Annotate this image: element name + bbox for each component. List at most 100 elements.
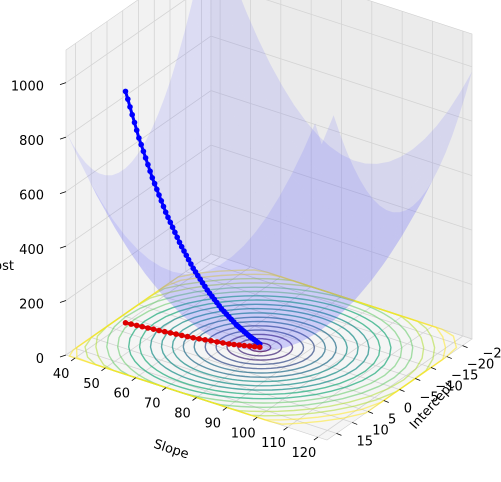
series-0-point [169, 224, 176, 231]
contour-line [182, 316, 338, 378]
surface-patch [331, 242, 350, 272]
surface-patch [215, 43, 234, 100]
surface-patch [271, 325, 291, 340]
surface-patch [290, 266, 309, 290]
surface-patch [199, 324, 218, 337]
series-0-point [176, 239, 183, 246]
x-tick-label: 100 [231, 426, 256, 441]
surface-patch [150, 277, 169, 300]
surface-patch [338, 280, 358, 299]
surface-patch [291, 336, 310, 344]
series-1-point [202, 337, 208, 343]
surface-patch [230, 194, 250, 234]
surface-patch [420, 167, 439, 204]
surface-patch [333, 297, 352, 314]
surface-patch [389, 223, 408, 253]
surface-patch [153, 274, 172, 294]
surface-patch [290, 320, 309, 335]
series-0-point [165, 214, 171, 221]
surface-patch [240, 306, 259, 326]
surface-patch [375, 235, 395, 261]
surface-patch [247, 249, 267, 281]
cost-surface [66, 0, 472, 351]
surface-patch [280, 338, 300, 346]
surface-patch [282, 280, 301, 306]
series-0-point [151, 180, 158, 187]
y-tick [367, 411, 374, 414]
series-0-point [160, 203, 167, 210]
surface-patch [176, 109, 196, 159]
surface-patch [440, 116, 459, 158]
surface-patch [187, 317, 206, 332]
surface-patch [358, 163, 378, 191]
surface-patch [328, 307, 347, 324]
surface-patch [204, 317, 223, 330]
surface-patch [321, 208, 341, 237]
surface-patch [325, 276, 345, 294]
surface-patch [193, 185, 213, 226]
surface-patch [300, 274, 320, 301]
surface-patch [171, 293, 190, 310]
x-tick-label: 70 [144, 397, 161, 412]
surface-patch [315, 231, 334, 258]
surface-patch [267, 196, 287, 235]
surface-patch [273, 342, 292, 349]
surface-patch [203, 12, 222, 72]
surface-patch [333, 213, 352, 239]
surface-patch [320, 257, 339, 278]
surface-patch [226, 323, 246, 339]
surface-patch [299, 327, 318, 339]
surface-patch [385, 228, 404, 258]
tick-labels: 405060708090100110120151050−5−10−15−20−2… [11, 80, 501, 461]
surface-patch [332, 257, 351, 278]
surface-patch [344, 255, 363, 281]
surface-patch [323, 180, 342, 221]
surface-patch [280, 134, 300, 178]
surface-patch [429, 110, 449, 151]
series-0-point [174, 234, 180, 241]
surface-patch [201, 96, 221, 147]
surface-patch [205, 0, 213, 13]
surface-patch [258, 307, 277, 327]
x-tick-label: 60 [114, 387, 131, 402]
surface-patch [394, 149, 413, 183]
surface-patch [233, 291, 252, 313]
surface-patch [216, 316, 235, 330]
surface-patch [79, 154, 98, 191]
surface-patch [284, 237, 304, 267]
surface-patch [137, 192, 156, 226]
surface-patch [84, 170, 103, 206]
surface-patch [96, 194, 115, 228]
y-tick [430, 367, 437, 370]
surface-patch [374, 219, 393, 248]
surface-patch [316, 174, 335, 209]
series-1-point [196, 336, 202, 342]
y-tick-label: −25 [483, 347, 501, 362]
contour-line [160, 307, 359, 387]
surface-patch [262, 143, 281, 187]
series-1-point [167, 330, 174, 336]
series-0-point [125, 96, 131, 102]
surface-patch [408, 190, 428, 225]
surface-patch [208, 71, 227, 125]
surface-patch [159, 274, 178, 294]
surface-patch [340, 187, 359, 216]
surface-patch [251, 316, 271, 333]
y-tick [399, 389, 405, 392]
contour-line [193, 320, 327, 374]
surface-patch [167, 237, 186, 267]
surface-patch [179, 288, 198, 306]
surface-patch [298, 190, 317, 225]
surface-patch [280, 234, 300, 268]
surface-patch [124, 202, 143, 231]
surface-patch [113, 220, 132, 251]
surface-patch [250, 250, 269, 281]
surface-patch [418, 126, 437, 165]
surface-patch [381, 212, 400, 238]
contour-line [204, 325, 316, 370]
surface-patch [163, 145, 182, 190]
surface-patch [108, 216, 127, 247]
series-0-point [181, 248, 187, 254]
surface-patch [162, 288, 181, 308]
surface-patch [171, 55, 190, 110]
